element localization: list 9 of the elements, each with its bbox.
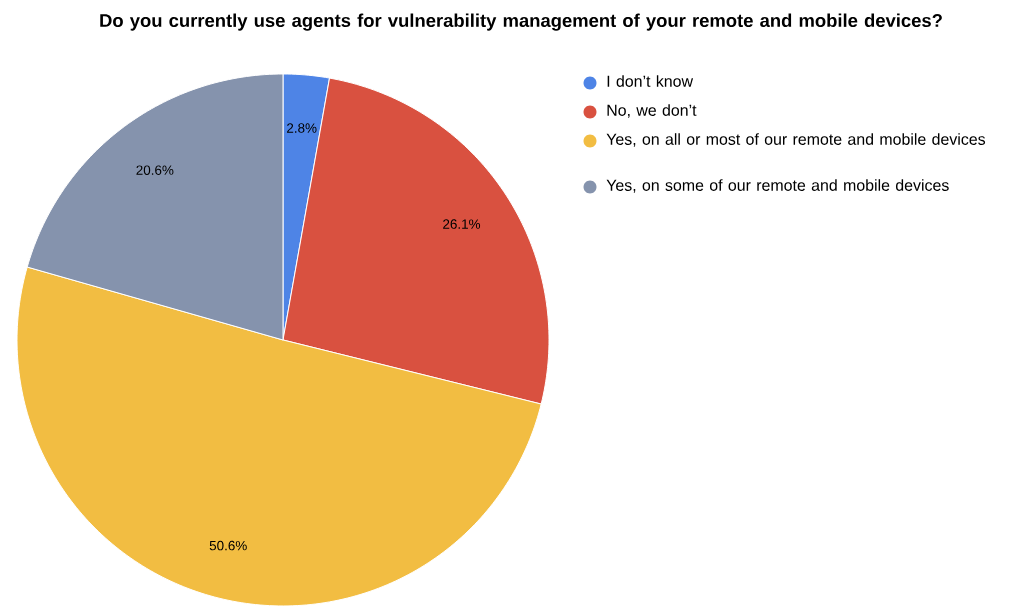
data-label: 50.6%	[209, 540, 247, 551]
data-label: 20.6%	[136, 165, 174, 175]
data-label: 2.8%	[287, 123, 317, 133]
legend-label: No, we don’t	[607, 104, 697, 118]
legend-label: I don’t know	[607, 75, 694, 87]
legend-label: Yes, on all or most of our remote and mobile devices	[606, 133, 986, 147]
chart-title: Do you currently use agents for vulnerability management of your remote and mobile devices?	[100, 13, 942, 31]
legend-label: Yes, on some of our remote and mobile devices	[606, 179, 949, 193]
data-label: 26.1%	[443, 219, 481, 229]
